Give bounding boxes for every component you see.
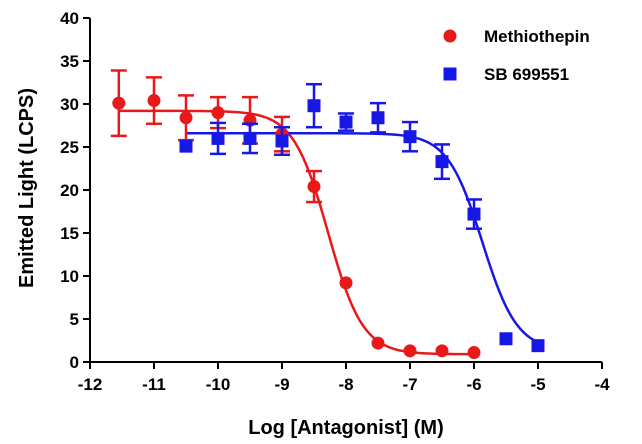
sb-699551-point	[211, 131, 225, 145]
sb-699551-point	[371, 111, 385, 125]
methiothepin-point	[339, 276, 353, 290]
x-tick-label: -7	[402, 375, 417, 394]
methiothepin-point	[371, 336, 385, 350]
axes: -12 -11 -10 -9 -8 -7 -6 -5 -4 0 5 10 15 20 25 30 35 40	[60, 9, 610, 394]
sb-699551-point	[403, 130, 417, 144]
x-axis-title: Log [Antagonist] (M)	[248, 417, 444, 439]
x-tick-label: -5	[530, 375, 545, 394]
y-tick-label: 40	[60, 9, 79, 28]
methiothepin-point	[112, 96, 126, 110]
methiothepin-point	[307, 180, 321, 194]
sb-699551-fit-curve	[186, 131, 539, 344]
methiothepin-point	[179, 111, 193, 125]
y-tick-label: 25	[60, 138, 79, 157]
sb-699551-point	[275, 134, 289, 148]
methiothepin-point	[147, 94, 161, 108]
x-tick-label: -12	[78, 375, 103, 394]
methiothepin-point	[403, 344, 417, 358]
x-tick-label: -10	[206, 375, 231, 394]
x-tick-label: -9	[274, 375, 289, 394]
x-tick-label: -8	[338, 375, 353, 394]
x-tick-label: -4	[594, 375, 610, 394]
y-tick-label: 0	[70, 353, 79, 372]
y-tick-label: 10	[60, 267, 79, 286]
legend-label-methiothepin: Methiothepin	[484, 27, 590, 46]
methiothepin-point	[211, 106, 225, 120]
y-tick-label: 30	[60, 95, 79, 114]
legend-marker-sb-699551	[443, 67, 457, 81]
y-tick-label: 35	[60, 52, 79, 71]
y-tick-label: 20	[60, 181, 79, 200]
sb-699551-point	[499, 332, 513, 346]
legend-label-sb-699551: SB 699551	[484, 65, 569, 84]
methiothepin-point	[435, 344, 449, 358]
legend-marker-methiothepin	[443, 29, 457, 43]
data-marks	[110, 69, 545, 360]
methiothepin-point	[467, 346, 481, 360]
y-axis-title: Emitted Light (LCPS)	[16, 88, 38, 288]
legend: Methiothepin SB 699551	[443, 27, 590, 84]
sb-699551-point	[243, 131, 257, 145]
methiothepin-fit-curve	[118, 109, 475, 356]
sb-699551-point	[467, 207, 481, 221]
sb-699551-point	[531, 339, 545, 353]
y-tick-label: 5	[70, 310, 79, 329]
x-tick-label: -6	[466, 375, 481, 394]
y-tick-label: 15	[60, 224, 79, 243]
sb-699551-point	[339, 115, 353, 129]
x-tick-label: -11	[142, 375, 166, 394]
sb-699551-point	[179, 139, 193, 153]
sb-699551-point	[307, 99, 321, 113]
sb-699551-point	[435, 155, 449, 169]
